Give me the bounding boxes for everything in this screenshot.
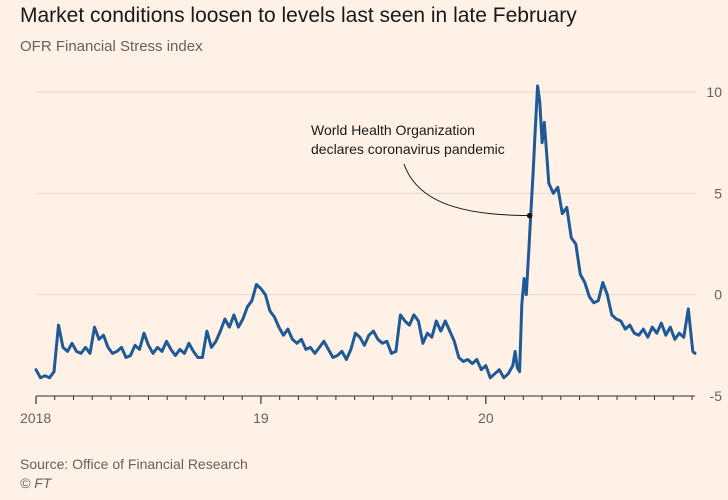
- x-axis: 2018 19 20: [20, 395, 695, 426]
- y-tick-label: 10: [706, 84, 722, 100]
- chart-subtitle: OFR Financial Stress index: [20, 38, 203, 55]
- y-tick-label: 0: [714, 287, 722, 303]
- series-line: [34, 84, 697, 380]
- y-tick-label: 5: [714, 185, 722, 201]
- annotation-text: World Health Organization: [311, 122, 475, 138]
- series-group: [34, 84, 697, 380]
- gridlines: [36, 91, 695, 296]
- chart-title: Market conditions loosen to levels last …: [20, 4, 577, 27]
- annotation-group: World Health Organization declares corona…: [311, 122, 533, 219]
- y-axis: 10 5 0 -5: [706, 84, 722, 404]
- annotation-leader: [403, 163, 530, 217]
- x-tick-label: 19: [253, 410, 269, 426]
- x-tick-label: 2018: [20, 410, 51, 426]
- x-tick-label: 20: [478, 410, 494, 426]
- annotation-dot: [526, 212, 533, 219]
- ft-credit: © FT: [20, 475, 52, 491]
- y-tick-label: -5: [710, 388, 723, 404]
- source-note: Source: Office of Financial Research: [20, 456, 248, 472]
- annotation-text: declares coronavirus pandemic: [311, 141, 505, 157]
